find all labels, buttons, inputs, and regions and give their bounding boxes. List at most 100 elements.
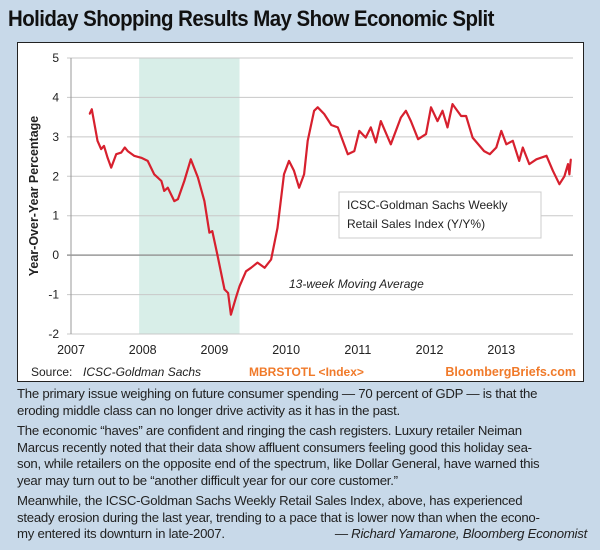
data-point: [173, 200, 176, 202]
paragraph-line: steady erosion during the last year, tre…: [17, 509, 540, 525]
y-tick-label: 2: [52, 169, 59, 183]
data-point: [567, 163, 569, 165]
data-point: [197, 176, 199, 179]
data-point: [436, 120, 439, 122]
data-point: [316, 106, 319, 109]
data-point: [400, 116, 402, 119]
data-point: [535, 158, 538, 161]
data-point: [364, 136, 367, 139]
y-axis-title: Year-Over-Year Percentage: [27, 116, 41, 277]
data-point: [177, 198, 179, 200]
data-point: [245, 270, 247, 273]
x-tick-label: 2013: [487, 343, 515, 357]
data-point: [380, 120, 382, 122]
data-point: [189, 158, 192, 161]
x-tick-label: 2009: [201, 343, 229, 357]
data-point: [353, 150, 356, 152]
paragraph-line: son, while retailers on the opposite end…: [17, 456, 540, 471]
paragraph-line: The primary issue weighing on future con…: [17, 386, 538, 401]
data-point: [303, 173, 305, 176]
data-point: [330, 124, 333, 126]
data-point: [528, 163, 531, 165]
data-point: [263, 266, 266, 269]
x-tick-label: 2011: [344, 343, 371, 357]
data-point: [88, 113, 91, 115]
y-tick-label: 5: [52, 51, 59, 65]
data-point: [390, 143, 392, 146]
y-tick-label: 0: [52, 248, 59, 262]
data-point: [256, 261, 259, 264]
data-point: [298, 186, 300, 189]
recession-shading: [139, 58, 240, 334]
data-point: [270, 258, 272, 261]
data-point: [323, 113, 325, 115]
data-point: [505, 143, 508, 146]
data-point: [227, 292, 229, 294]
data-point: [563, 175, 566, 178]
data-point: [358, 130, 361, 132]
data-point: [410, 120, 412, 122]
legend-text: Retail Sales Index (Y/Y%): [347, 217, 485, 231]
data-point: [163, 190, 166, 192]
data-point: [230, 313, 232, 316]
data-point: [208, 231, 211, 234]
data-point: [451, 103, 454, 105]
data-point: [100, 148, 102, 150]
x-tick-label: 2012: [416, 343, 444, 357]
data-point: [288, 160, 290, 162]
data-point: [441, 110, 444, 112]
data-point: [133, 154, 135, 157]
data-point: [446, 126, 449, 129]
data-point: [417, 138, 419, 141]
data-point: [465, 115, 467, 117]
data-point: [558, 183, 561, 185]
x-tick-label: 2008: [129, 343, 157, 357]
chart-panel: 5 4 3 2 1 0 -1 -2 2007 2008 2009 2010 2011 2012 2013 Ye…: [17, 42, 584, 382]
data-point: [495, 146, 498, 149]
data-point: [306, 140, 309, 142]
data-point: [235, 296, 237, 299]
data-point: [405, 110, 407, 112]
data-point: [568, 173, 571, 176]
data-point: [336, 126, 339, 129]
data-point: [522, 146, 524, 149]
article-paragraph: Meanwhile, the ICSC-Goldman Sachs Weekly…: [17, 493, 587, 543]
data-point: [110, 166, 112, 169]
data-point: [369, 126, 372, 129]
paragraph-line: Marcus recently noted that their data sh…: [17, 439, 532, 455]
headline: Holiday Shopping Results May Show Econom…: [8, 6, 494, 31]
byline: — Richard Yamarone, Bloomberg Economist: [334, 526, 587, 541]
data-point: [203, 200, 206, 202]
y-tick-label: -1: [48, 288, 59, 302]
data-point: [545, 154, 548, 157]
data-point: [238, 285, 241, 288]
article-paragraph: The economic “haves” are confident and r…: [17, 423, 587, 489]
data-point: [511, 140, 514, 142]
paragraph-line: Meanwhile, the ICSC-Goldman Sachs Weekly…: [17, 493, 523, 508]
data-point: [283, 173, 285, 176]
data-point: [293, 169, 295, 172]
data-point: [140, 156, 143, 159]
data-point: [183, 180, 186, 182]
data-point: [106, 156, 109, 159]
data-point: [313, 110, 315, 112]
line-chart: 5 4 3 2 1 0 -1 -2 2007 2008 2009 2010 2011 2012 2013 Ye…: [27, 51, 576, 379]
ticker-label: MBRSTOTL <Index>: [249, 365, 364, 379]
article-body: The primary issue weighing on future con…: [17, 386, 587, 547]
data-point: [211, 230, 214, 232]
data-point: [570, 158, 572, 161]
data-point: [103, 145, 105, 147]
data-point: [552, 169, 554, 172]
data-point: [460, 115, 462, 117]
data-point: [167, 186, 169, 189]
x-tick-label: 2010: [272, 343, 300, 357]
data-point: [425, 133, 427, 135]
data-point: [374, 141, 377, 144]
data-point: [223, 288, 226, 291]
paragraph-line: year may turn out to be “another difficu…: [17, 472, 398, 488]
data-point: [123, 146, 126, 149]
source-name: ICSC-Goldman Sachs: [83, 365, 201, 379]
y-tick-label: -2: [48, 327, 59, 341]
data-point: [216, 253, 219, 256]
data-point: [483, 150, 485, 152]
